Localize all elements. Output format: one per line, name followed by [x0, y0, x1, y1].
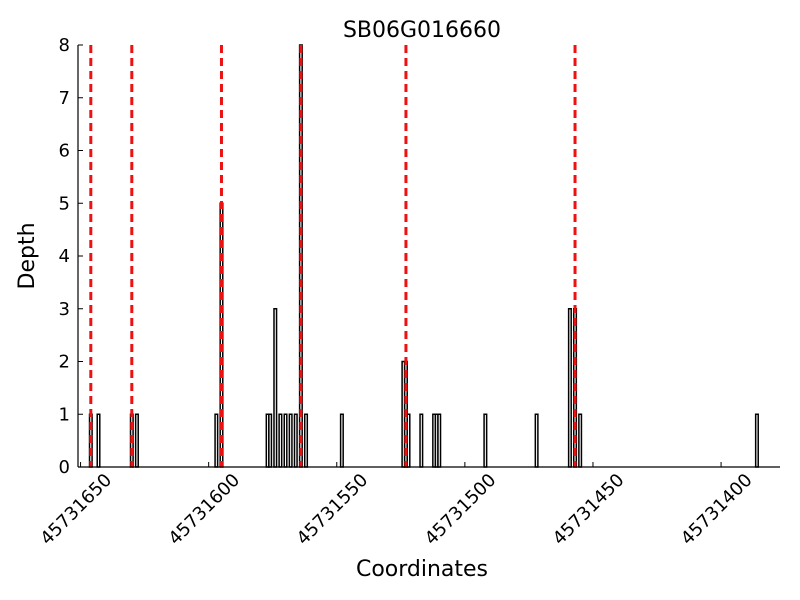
- bar: [754, 413, 759, 468]
- bar: [293, 413, 298, 468]
- x-tick-label: 45731550: [293, 470, 373, 550]
- bar: [283, 413, 288, 468]
- bar: [406, 413, 411, 468]
- y-tick-label: 5: [59, 193, 70, 214]
- x-tick-label: 45731500: [421, 470, 501, 550]
- bar: [483, 413, 488, 468]
- y-tick-label: 6: [59, 141, 70, 162]
- bar: [578, 413, 583, 468]
- x-tick-label: 45731600: [165, 470, 245, 550]
- bar: [273, 308, 278, 468]
- bar: [268, 413, 273, 468]
- bar: [214, 413, 219, 468]
- y-tick-label: 4: [59, 246, 70, 267]
- y-tick-label: 7: [59, 88, 70, 109]
- bar: [437, 413, 442, 468]
- y-tick-label: 2: [59, 352, 70, 373]
- y-tick-label: 1: [59, 404, 70, 425]
- y-tick-label: 3: [59, 299, 70, 320]
- bar: [288, 413, 293, 468]
- x-tick-label: 45731650: [36, 470, 116, 550]
- bar: [339, 413, 344, 468]
- bar: [303, 413, 309, 468]
- bar: [134, 413, 139, 468]
- bar: [419, 413, 424, 468]
- x-tick-label: 45731450: [549, 470, 629, 550]
- y-axis-label: Depth: [15, 222, 40, 289]
- bar: [534, 413, 539, 468]
- y-tick-label: 8: [59, 35, 70, 56]
- bar: [96, 413, 101, 468]
- bar: [567, 308, 572, 468]
- chart-title: SB06G016660: [343, 18, 501, 43]
- bar: [278, 413, 283, 468]
- y-tick-label: 0: [59, 457, 70, 478]
- x-axis-label: Coordinates: [356, 557, 488, 582]
- x-tick-label: 45731400: [677, 470, 757, 550]
